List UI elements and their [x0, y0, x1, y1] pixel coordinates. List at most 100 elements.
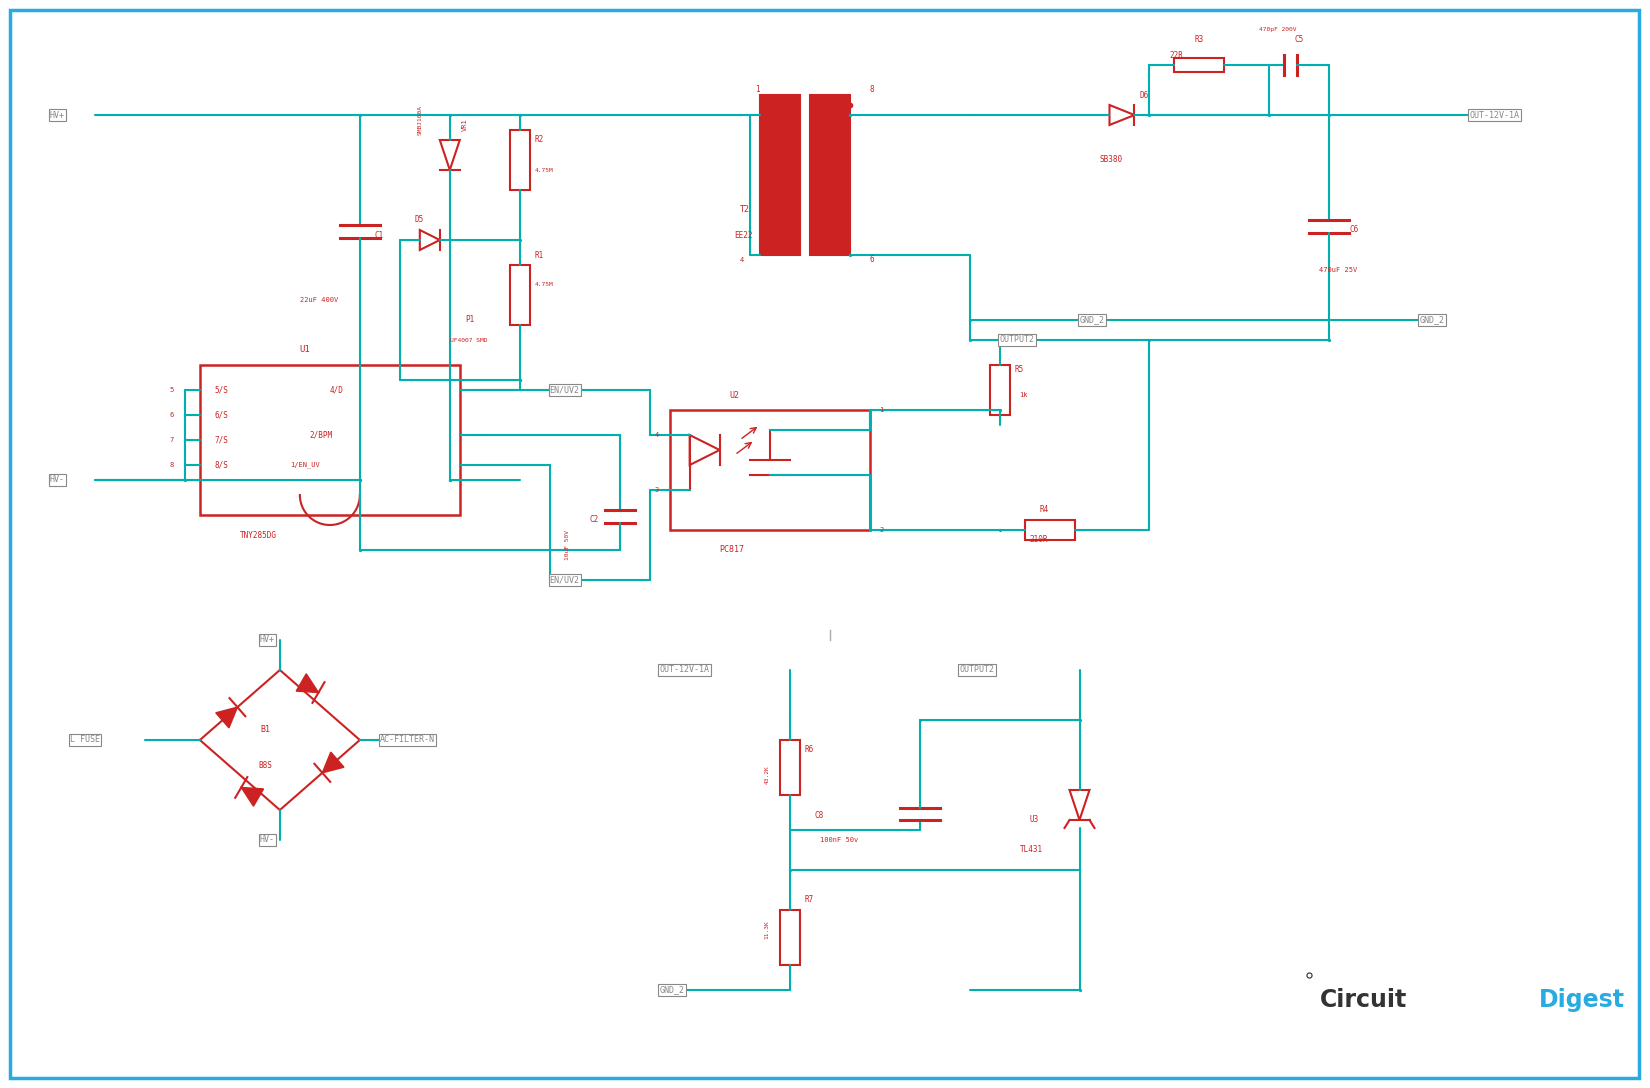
Polygon shape — [241, 788, 264, 806]
Text: EN/UV2: EN/UV2 — [549, 576, 579, 584]
Text: Sec: Sec — [827, 184, 833, 196]
Text: R3: R3 — [1195, 36, 1204, 45]
Text: 4: 4 — [739, 257, 744, 263]
Text: C8: C8 — [815, 811, 823, 819]
Text: R2: R2 — [535, 136, 544, 145]
FancyBboxPatch shape — [670, 410, 870, 530]
Text: OUTPUT2: OUTPUT2 — [960, 666, 995, 675]
Text: 22R: 22R — [1170, 50, 1183, 60]
Text: 210R: 210R — [1030, 535, 1048, 544]
Text: 470pF 200V: 470pF 200V — [1259, 27, 1297, 33]
Text: HV-: HV- — [261, 836, 276, 844]
Text: 4.75M: 4.75M — [535, 168, 553, 173]
Text: 22uF 400V: 22uF 400V — [300, 297, 338, 302]
Polygon shape — [216, 707, 238, 728]
FancyBboxPatch shape — [1175, 58, 1224, 72]
Text: UF4007 SMD: UF4007 SMD — [450, 337, 487, 343]
Text: U3: U3 — [1030, 816, 1040, 825]
Text: 11.3K: 11.3K — [764, 920, 769, 939]
Text: OUTPUT2: OUTPUT2 — [1000, 335, 1035, 345]
Polygon shape — [1109, 106, 1135, 125]
Text: GND_2: GND_2 — [1419, 316, 1444, 324]
Text: 7/S: 7/S — [214, 435, 229, 445]
FancyBboxPatch shape — [810, 95, 850, 255]
Polygon shape — [322, 752, 343, 772]
Text: 5: 5 — [170, 387, 175, 393]
Text: 3: 3 — [655, 487, 658, 493]
Text: 1: 1 — [754, 86, 759, 95]
Polygon shape — [690, 435, 719, 465]
FancyBboxPatch shape — [200, 364, 460, 515]
Text: Digest: Digest — [1539, 988, 1625, 1012]
Text: B8S: B8S — [257, 761, 272, 769]
Polygon shape — [419, 230, 441, 250]
Text: OUT-12V-1A: OUT-12V-1A — [1470, 111, 1520, 120]
Text: OUT-12V-1A: OUT-12V-1A — [660, 666, 710, 675]
Text: T2: T2 — [739, 206, 749, 214]
Text: HV+: HV+ — [261, 635, 276, 644]
Text: D5: D5 — [414, 215, 424, 224]
Text: 8/S: 8/S — [214, 460, 229, 470]
Text: 470uF 25V: 470uF 25V — [1320, 267, 1358, 273]
Text: 1: 1 — [879, 407, 884, 413]
Text: P1: P1 — [465, 316, 474, 324]
FancyBboxPatch shape — [759, 95, 800, 255]
Text: EE22: EE22 — [734, 231, 752, 239]
Text: 1k: 1k — [1020, 392, 1028, 398]
FancyBboxPatch shape — [780, 740, 800, 795]
Text: HV-: HV- — [50, 475, 64, 484]
Polygon shape — [1069, 790, 1089, 820]
Text: AC-FILTER-N: AC-FILTER-N — [380, 735, 436, 744]
Text: SMBJ160A: SMBJ160A — [417, 106, 422, 135]
Text: 6: 6 — [870, 256, 875, 264]
Text: EN/UV2: EN/UV2 — [549, 385, 579, 395]
Text: C1: C1 — [375, 231, 384, 239]
Text: Pri: Pri — [782, 184, 787, 196]
Text: GND_2: GND_2 — [660, 986, 685, 994]
Text: 5/S: 5/S — [214, 385, 229, 395]
Text: 2: 2 — [879, 527, 884, 533]
Text: 2/BPM: 2/BPM — [310, 431, 333, 440]
FancyBboxPatch shape — [10, 10, 1638, 1078]
Text: GND_2: GND_2 — [1079, 316, 1104, 324]
FancyBboxPatch shape — [510, 265, 530, 325]
Text: TL431: TL431 — [1020, 845, 1043, 854]
Text: R1: R1 — [535, 250, 544, 260]
Text: VR1: VR1 — [462, 119, 469, 132]
Text: R7: R7 — [805, 895, 813, 904]
Text: 10uF 50V: 10uF 50V — [564, 530, 569, 560]
FancyBboxPatch shape — [1025, 520, 1074, 540]
Text: 8: 8 — [170, 462, 175, 468]
Text: 6/S: 6/S — [214, 410, 229, 420]
Text: 8: 8 — [870, 86, 875, 95]
FancyBboxPatch shape — [780, 910, 800, 965]
Text: 4: 4 — [655, 432, 658, 438]
Text: R5: R5 — [1015, 366, 1023, 374]
Text: 100nF 50v: 100nF 50v — [820, 837, 858, 843]
Text: Circuit: Circuit — [1320, 988, 1407, 1012]
Text: 43.2K: 43.2K — [764, 766, 769, 784]
Text: TNY285DG: TNY285DG — [239, 531, 277, 540]
Text: U1: U1 — [300, 346, 310, 355]
Text: U2: U2 — [729, 391, 739, 399]
Text: B1: B1 — [261, 726, 271, 734]
Text: 1/EN_UV: 1/EN_UV — [290, 461, 320, 468]
Polygon shape — [297, 673, 318, 693]
Text: 7: 7 — [170, 437, 175, 443]
Text: SB380: SB380 — [1099, 156, 1122, 164]
Text: 4/D: 4/D — [330, 385, 343, 395]
Polygon shape — [441, 140, 460, 170]
Text: R4: R4 — [1040, 506, 1049, 515]
FancyBboxPatch shape — [510, 129, 530, 190]
Text: 6: 6 — [170, 412, 175, 418]
Text: D6: D6 — [1140, 90, 1148, 99]
Text: R6: R6 — [805, 745, 813, 754]
Text: HV+: HV+ — [50, 111, 64, 120]
Text: C5: C5 — [1294, 36, 1304, 45]
Text: L FUSE: L FUSE — [69, 735, 101, 744]
FancyBboxPatch shape — [990, 364, 1010, 415]
Text: C6: C6 — [1350, 225, 1358, 235]
Text: C2: C2 — [589, 516, 599, 524]
Text: PC817: PC817 — [719, 545, 744, 555]
Text: 4.75M: 4.75M — [535, 283, 553, 287]
